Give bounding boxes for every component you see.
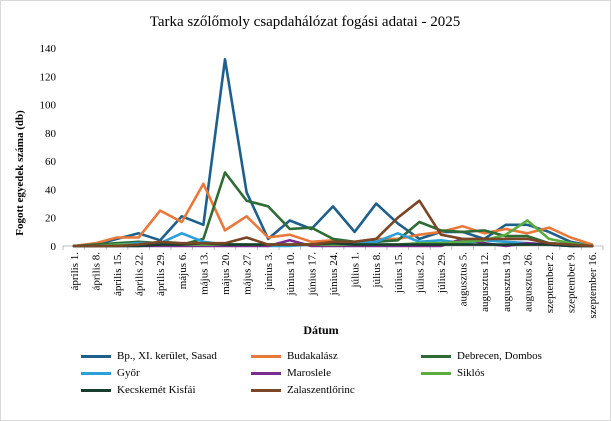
x-tick-label: május 6.	[177, 252, 189, 290]
y-tick-label: 20	[45, 213, 57, 225]
axes: 0 20 40 60 80 100 120 140 április 1. április 8. áp…	[40, 43, 604, 319]
y-tick-label: 60	[45, 156, 57, 168]
x-tick-label: június 24.	[328, 252, 340, 297]
series-lines	[72, 57, 594, 248]
x-tick-label: augusztus 26.	[522, 252, 534, 312]
x-tick-label: szeptember 2.	[544, 252, 556, 313]
series-line-zalaszentlorinc	[72, 199, 594, 248]
x-tick-label: május 20.	[220, 252, 232, 295]
x-tick-label: április 1.	[69, 252, 81, 291]
x-tick-label: július 8.	[371, 252, 383, 289]
legend-swatch	[81, 388, 111, 392]
legend-label: Siklós	[457, 367, 485, 379]
series-line-bp-xi-kerulet-sasad	[72, 57, 594, 248]
x-tick-label: augusztus 12.	[479, 252, 491, 312]
x-tick-label: július 22.	[414, 252, 426, 294]
y-tick-label: 120	[40, 71, 57, 83]
legend-swatch	[81, 371, 111, 375]
x-tick-label: április 22.	[134, 252, 146, 296]
x-tick-label: június 3.	[263, 252, 275, 291]
y-tick-label: 0	[51, 241, 57, 253]
x-tick-label: július 29.	[436, 252, 448, 294]
series-line-debrecen-dombos	[72, 171, 594, 248]
x-tick-label: július 1.	[350, 252, 362, 289]
legend-swatch	[251, 371, 281, 375]
x-tick-label: április 8.	[90, 252, 102, 291]
legend-item: Kecskemét Kisfái	[81, 384, 196, 396]
x-tick-label: szeptember 9.	[566, 252, 578, 313]
legend-swatch	[81, 354, 111, 358]
legend-item: Bp., XI. kerület, Sasad	[81, 350, 217, 362]
y-tick-label: 140	[40, 43, 57, 55]
legend-item: Győr	[81, 367, 140, 379]
x-tick-label: július 15.	[393, 252, 405, 294]
x-tick-label: szeptember 16.	[587, 252, 599, 319]
legend-swatch	[421, 371, 451, 375]
legend-label: Bp., XI. kerület, Sasad	[117, 350, 217, 362]
legend-item: Maroslele	[251, 367, 331, 379]
chart-title: Tarka szőlőmoly csapdahálózat fogási ada…	[150, 14, 461, 30]
legend-label: Győr	[117, 367, 140, 379]
y-tick-label: 40	[45, 184, 57, 196]
y-axis-label: Fogott egyedek száma (db)	[14, 110, 26, 236]
legend-swatch	[251, 354, 281, 358]
legend-label: Zalaszentlőrinc	[287, 384, 355, 396]
series-line-kecskemet-kisfai	[72, 241, 594, 248]
x-tick-label: május 13.	[198, 252, 210, 295]
legend-label: Debrecen, Dombos	[457, 350, 542, 362]
x-axis-label: Dátum	[303, 323, 338, 337]
x-tick-label: május 27.	[242, 252, 254, 295]
x-tick-label: június 17.	[306, 252, 318, 297]
y-tick-label: 100	[40, 100, 57, 112]
x-tick-label: augusztus 5.	[458, 252, 470, 307]
legend-label: Maroslele	[287, 367, 331, 379]
legend-item: Siklós	[421, 367, 485, 379]
series-line-budakalasz	[72, 182, 594, 248]
legend-item: Debrecen, Dombos	[421, 350, 542, 362]
x-tick-label: április 29.	[155, 252, 167, 296]
legend-label: Kecskemét Kisfái	[117, 384, 196, 396]
x-tick-label: június 10.	[285, 252, 297, 297]
series-line-maroslele	[72, 237, 594, 248]
legend-item: Budakalász	[251, 350, 338, 362]
legend-item: Zalaszentlőrinc	[251, 384, 355, 396]
legend-swatch	[251, 388, 281, 392]
legend-label: Budakalász	[287, 350, 338, 362]
x-tick-label: április 15.	[112, 252, 124, 296]
y-tick-label: 80	[45, 128, 57, 140]
x-tick-label: augusztus 19.	[501, 252, 513, 312]
legend-swatch	[421, 354, 451, 358]
